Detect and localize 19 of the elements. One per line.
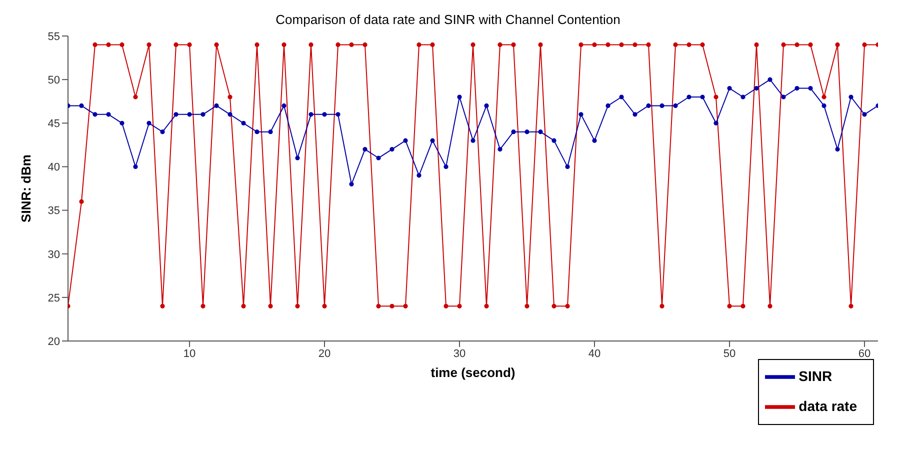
y-tick-label: 35 (48, 205, 60, 218)
x-tick-label: 60 (858, 348, 871, 360)
x-tick-label: 20 (318, 348, 331, 360)
y-tick-label: 30 (48, 248, 60, 261)
y-tick-label: 55 (48, 30, 60, 43)
x-tick-label: 10 (183, 348, 196, 360)
chart-title: Comparison of data rate and SINR with Channel Contention (276, 12, 620, 27)
y-tick-label: 25 (48, 292, 60, 304)
x-axis-title: time (second) (430, 365, 516, 380)
y-tick-label: 45 (48, 118, 60, 130)
y-tick-label: 50 (48, 74, 60, 86)
x-tick-label: 40 (588, 348, 601, 360)
y-axis-title: SINR: dBm (18, 154, 34, 222)
y-tick-label: 40 (48, 162, 60, 174)
y-tick-label: 20 (48, 336, 60, 348)
legend-label: data rate (798, 398, 857, 414)
x-tick-label: 30 (453, 348, 466, 360)
legend-label: SINR (798, 368, 832, 384)
x-tick-label: 50 (723, 348, 736, 360)
